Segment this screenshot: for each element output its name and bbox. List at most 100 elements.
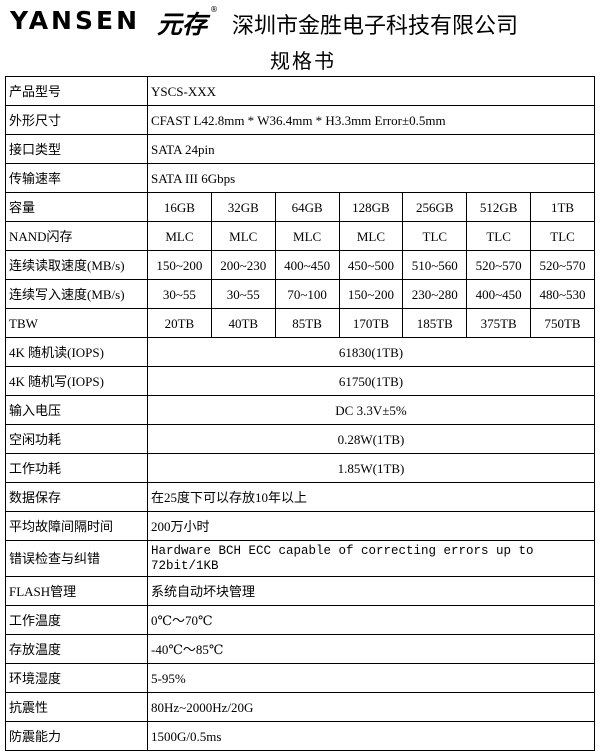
row-value: 61750(1TB) bbox=[147, 366, 595, 396]
row-value: SATA III 6Gbps bbox=[147, 163, 595, 193]
row-value: DC 3.3V±5% bbox=[147, 395, 595, 425]
row-value: 150~200 bbox=[147, 250, 212, 280]
row-value: 在25度下可以存放10年以上 bbox=[147, 482, 595, 512]
spec-row: 工作温度 0℃～70℃ bbox=[5, 605, 595, 635]
row-label: 传输速率 bbox=[5, 163, 148, 193]
row-value: 系统自动坏块管理 bbox=[147, 576, 595, 606]
spec-row: 工作功耗 1.85W(1TB) bbox=[5, 453, 595, 483]
row-value: 70~100 bbox=[274, 279, 340, 309]
company-name: 深圳市金胜电子科技有限公司 bbox=[232, 13, 519, 38]
row-label: 环境湿度 bbox=[5, 663, 148, 693]
spec-row: 环境湿度 5-95% bbox=[5, 663, 595, 693]
header: YANSEN 元存 ® 深圳市金胜电子科技有限公司 规格书 bbox=[0, 0, 601, 76]
row-value: 400~450 bbox=[274, 250, 340, 280]
row-value: TLC bbox=[530, 221, 595, 251]
row-value: 30~55 bbox=[210, 279, 276, 309]
row-value: SATA 24pin bbox=[147, 134, 595, 164]
row-label: 平均故障间隔时间 bbox=[5, 511, 148, 541]
row-value: 1.85W(1TB) bbox=[147, 453, 595, 483]
row-label: 连续写入速度(MB/s) bbox=[5, 279, 148, 309]
row-value: 1TB bbox=[530, 192, 595, 222]
row-value: 480~530 bbox=[530, 279, 595, 309]
spec-row: 容量 16GB 32GB 64GB 128GB 256GB 512GB 1TB bbox=[5, 192, 595, 222]
spec-row: 防震能力 1500G/0.5ms bbox=[5, 721, 595, 751]
row-label: 4K 随机写(IOPS) bbox=[5, 366, 148, 396]
row-label: NAND闪存 bbox=[5, 221, 148, 251]
row-value: 450~500 bbox=[338, 250, 404, 280]
row-value: 85TB bbox=[274, 308, 340, 338]
row-value: 0℃～70℃ bbox=[147, 605, 595, 635]
row-label: 数据保存 bbox=[5, 482, 148, 512]
row-label: 抗震性 bbox=[5, 692, 148, 722]
row-value: MLC bbox=[338, 221, 404, 251]
spec-table: 产品型号 YSCS-XXX 外形尺寸 CFAST L42.8mm * W36.4mm … bbox=[5, 76, 595, 751]
row-label: 工作温度 bbox=[5, 605, 148, 635]
row-value: 750TB bbox=[530, 308, 595, 338]
row-label: 空闲功耗 bbox=[5, 424, 148, 454]
row-value: 512GB bbox=[466, 192, 532, 222]
row-value: 200万小时 bbox=[147, 511, 595, 541]
row-label: TBW bbox=[5, 308, 148, 338]
row-value: TLC bbox=[466, 221, 532, 251]
row-value: 61830(1TB) bbox=[147, 337, 595, 367]
row-value: 5-95% bbox=[147, 663, 595, 693]
spec-row: 外形尺寸 CFAST L42.8mm * W36.4mm * H3.3mm Err… bbox=[5, 105, 595, 135]
row-value: 510~560 bbox=[402, 250, 468, 280]
spec-row: 连续读取速度(MB/s) 150~200 200~230 400~450 450~500… bbox=[5, 250, 595, 280]
spec-row: 产品型号 YSCS-XXX bbox=[5, 76, 595, 106]
spec-row: TBW 20TB 40TB 85TB 170TB 185TB 375TB 750TB bbox=[5, 308, 595, 338]
spec-row: NAND闪存 MLC MLC MLC MLC TLC TLC TLC bbox=[5, 221, 595, 251]
row-value: -40℃～85℃ bbox=[147, 634, 595, 664]
row-value: TLC bbox=[402, 221, 468, 251]
row-value: YSCS-XXX bbox=[147, 76, 595, 106]
spec-row: 接口类型 SATA 24pin bbox=[5, 134, 595, 164]
row-label: 错误检查与纠错 bbox=[5, 540, 148, 577]
row-label: 输入电压 bbox=[5, 395, 148, 425]
spec-row: 输入电压 DC 3.3V±5% bbox=[5, 395, 595, 425]
spec-row: 传输速率 SATA III 6Gbps bbox=[5, 163, 595, 193]
row-value: 170TB bbox=[338, 308, 404, 338]
logo-mark: ® bbox=[210, 5, 218, 14]
spec-row: 连续写入速度(MB/s) 30~55 30~55 70~100 150~200 230~2… bbox=[5, 279, 595, 309]
row-label: 防震能力 bbox=[5, 721, 148, 751]
row-value: MLC bbox=[274, 221, 340, 251]
row-value: 1500G/0.5ms bbox=[147, 721, 595, 751]
row-value: 80Hz~2000Hz/20G bbox=[147, 692, 595, 722]
row-value: MLC bbox=[210, 221, 276, 251]
row-label: 4K 随机读(IOPS) bbox=[5, 337, 148, 367]
subtitle: 规格书 bbox=[270, 51, 336, 73]
row-value: 520~570 bbox=[530, 250, 595, 280]
row-value: 185TB bbox=[402, 308, 468, 338]
logo: YANSEN bbox=[10, 6, 140, 35]
row-value: 16GB bbox=[147, 192, 212, 222]
row-value: 128GB bbox=[338, 192, 404, 222]
spec-row: FLASH管理 系统自动坏块管理 bbox=[5, 576, 595, 606]
row-value: Hardware BCH ECC capable of correcting e… bbox=[147, 540, 595, 577]
row-label: 外形尺寸 bbox=[5, 105, 148, 135]
logo-cn: 元存 bbox=[157, 10, 208, 39]
row-value: 150~200 bbox=[338, 279, 404, 309]
spec-row: 错误检查与纠错 Hardware BCH ECC capable of corre… bbox=[5, 540, 595, 577]
row-value: 200~230 bbox=[210, 250, 276, 280]
row-label: 接口类型 bbox=[5, 134, 148, 164]
row-value: 40TB bbox=[210, 308, 276, 338]
row-value: CFAST L42.8mm * W36.4mm * H3.3mm Error±0… bbox=[147, 105, 595, 135]
row-value: 230~280 bbox=[402, 279, 468, 309]
spec-row: 抗震性 80Hz~2000Hz/20G bbox=[5, 692, 595, 722]
spec-row: 存放温度 -40℃～85℃ bbox=[5, 634, 595, 664]
row-value: 30~55 bbox=[147, 279, 212, 309]
spec-row: 空闲功耗 0.28W(1TB) bbox=[5, 424, 595, 454]
row-value: 520~570 bbox=[466, 250, 532, 280]
row-label: FLASH管理 bbox=[5, 576, 148, 606]
row-label: 存放温度 bbox=[5, 634, 148, 664]
spec-row: 4K 随机写(IOPS) 61750(1TB) bbox=[5, 366, 595, 396]
spec-row: 数据保存 在25度下可以存放10年以上 bbox=[5, 482, 595, 512]
row-label: 容量 bbox=[5, 192, 148, 222]
spec-row: 平均故障间隔时间 200万小时 bbox=[5, 511, 595, 541]
row-label: 工作功耗 bbox=[5, 453, 148, 483]
row-value: 0.28W(1TB) bbox=[147, 424, 595, 454]
row-label: 产品型号 bbox=[5, 76, 148, 106]
row-value: 64GB bbox=[274, 192, 340, 222]
row-value: 400~450 bbox=[466, 279, 532, 309]
